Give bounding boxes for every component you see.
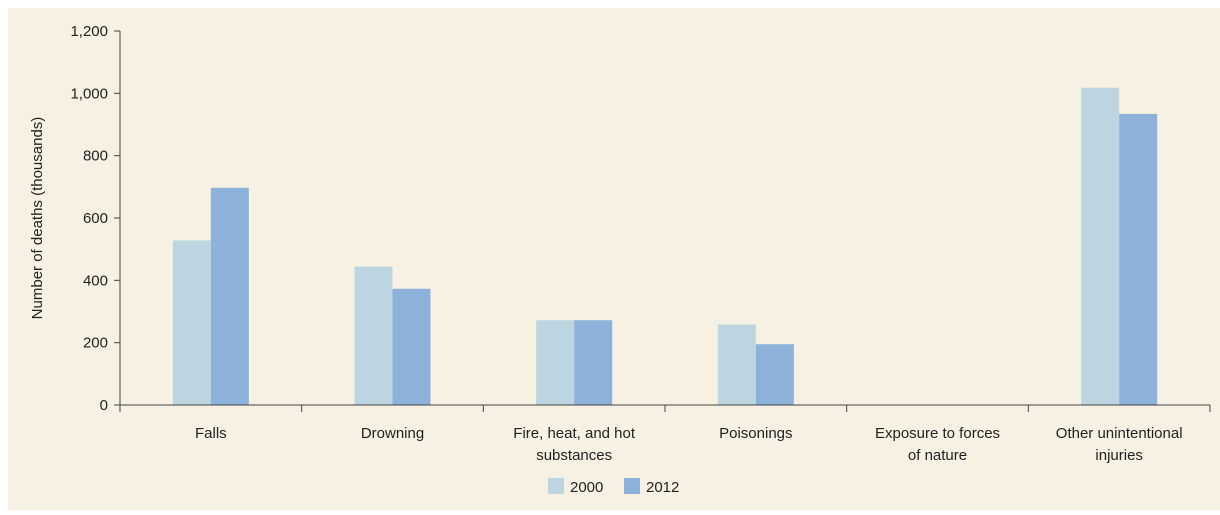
bar-2012 <box>210 187 249 405</box>
bar-2000 <box>717 324 756 405</box>
x-category-label: substances <box>536 447 612 464</box>
legend-swatch-2000 <box>548 478 564 494</box>
legend-label-2012: 2012 <box>646 479 679 496</box>
bar-2012 <box>574 320 613 405</box>
bar-2000 <box>354 266 393 405</box>
x-category-label: Drowning <box>361 425 424 442</box>
y-tick-label: 0 <box>100 397 108 414</box>
bar-2012 <box>1119 113 1158 406</box>
y-tick-label: 1,000 <box>70 85 108 102</box>
chart-panel: 0 200 400 600 800 1,000 1,200 Number of deaths … <box>8 8 1220 510</box>
bar-2000 <box>1081 87 1120 406</box>
legend-label-2000: 2000 <box>570 479 603 496</box>
bar-2000 <box>536 320 575 405</box>
x-category-label: Fire, heat, and hot <box>513 425 636 442</box>
y-tick-label: 1,200 <box>70 23 108 40</box>
y-tick-label: 200 <box>83 335 108 352</box>
bar-chart: 0 200 400 600 800 1,000 1,200 Number of deaths … <box>29 23 1211 496</box>
x-category-label: Poisonings <box>719 425 792 442</box>
y-tick-label: 600 <box>83 210 108 227</box>
y-tick-label: 800 <box>83 148 108 165</box>
x-category-label: Exposure to forces <box>875 425 1000 442</box>
legend-swatch-2012 <box>624 478 640 494</box>
bar-2000 <box>172 240 211 405</box>
x-category-label: Other unintentional <box>1056 425 1183 442</box>
y-tick-label: 400 <box>83 272 108 289</box>
y-axis-title: Number of deaths (thousands) <box>29 117 46 320</box>
x-category-label: injuries <box>1095 447 1143 464</box>
x-category-label: Falls <box>195 425 227 442</box>
bar-2012 <box>392 288 431 405</box>
x-category-label: of nature <box>908 447 967 464</box>
bar-2012 <box>755 344 794 405</box>
